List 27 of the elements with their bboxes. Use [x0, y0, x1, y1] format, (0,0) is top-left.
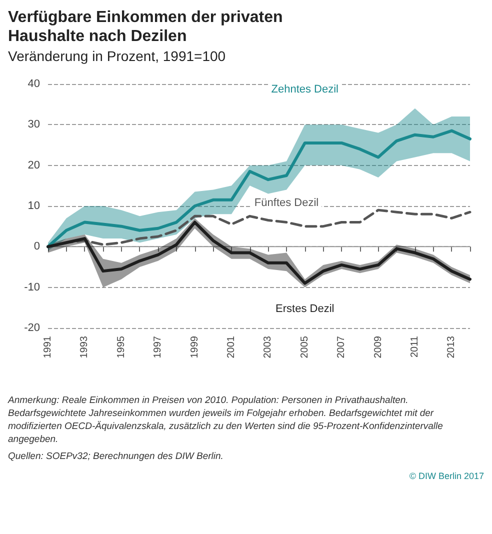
x-tick-label: 2007: [336, 336, 348, 358]
x-tick-label: 2013: [446, 336, 458, 358]
y-tick-label: 30: [28, 118, 40, 131]
chart-subtitle: Veränderung in Prozent, 1991=100: [8, 48, 227, 64]
x-tick-label: 1997: [152, 336, 164, 358]
x-tick-label: 2005: [299, 336, 310, 358]
series-label: Fünftes Dezil: [254, 196, 319, 209]
x-tick-label: 1991: [42, 336, 54, 358]
y-tick-label: 20: [28, 159, 40, 172]
x-tick-label: 1995: [116, 336, 127, 358]
y-tick-label: -10: [24, 281, 40, 294]
x-tick-label: 1993: [79, 336, 90, 358]
text: Anmerkung: Reale Einkommen in Preisen von 2010. Population: Personen in Privathaushalten. Bedarfsgewichtete Jahreseinkommen wurden jeweils im Folgejahr erhoben. Bedarfsgewichtet mit der modifizierten OECD-Äquivalenzskala, zusätzlich zu den Werten sind die 95-Prozent-Konfidenzintervalle angegeben.: [8, 394, 444, 446]
text: Erstes Dezil: [276, 302, 334, 315]
source-note: Quellen: SOEPv32; Berechnungen des DIW Berlin.: [8, 450, 224, 463]
x-tick-label: 2003: [262, 336, 274, 358]
y-tick-label: -20: [24, 322, 40, 334]
x-tick-label: 2001: [226, 336, 237, 358]
text: Zehntes Dezil: [271, 83, 338, 96]
text: © DIW Berlin 2017: [408, 471, 484, 481]
y-tick-label: 40: [28, 78, 40, 90]
y-tick-label: 0: [34, 240, 40, 253]
x-tick-label: 2009: [372, 336, 384, 358]
x-tick-label: 1999: [189, 336, 200, 358]
chart-title: Verfügbare Einkommen der privaten Haushalte nach Dezilen: [8, 8, 284, 46]
y-tick-label: 10: [28, 200, 40, 212]
x-tick-label: 2011: [409, 336, 420, 358]
